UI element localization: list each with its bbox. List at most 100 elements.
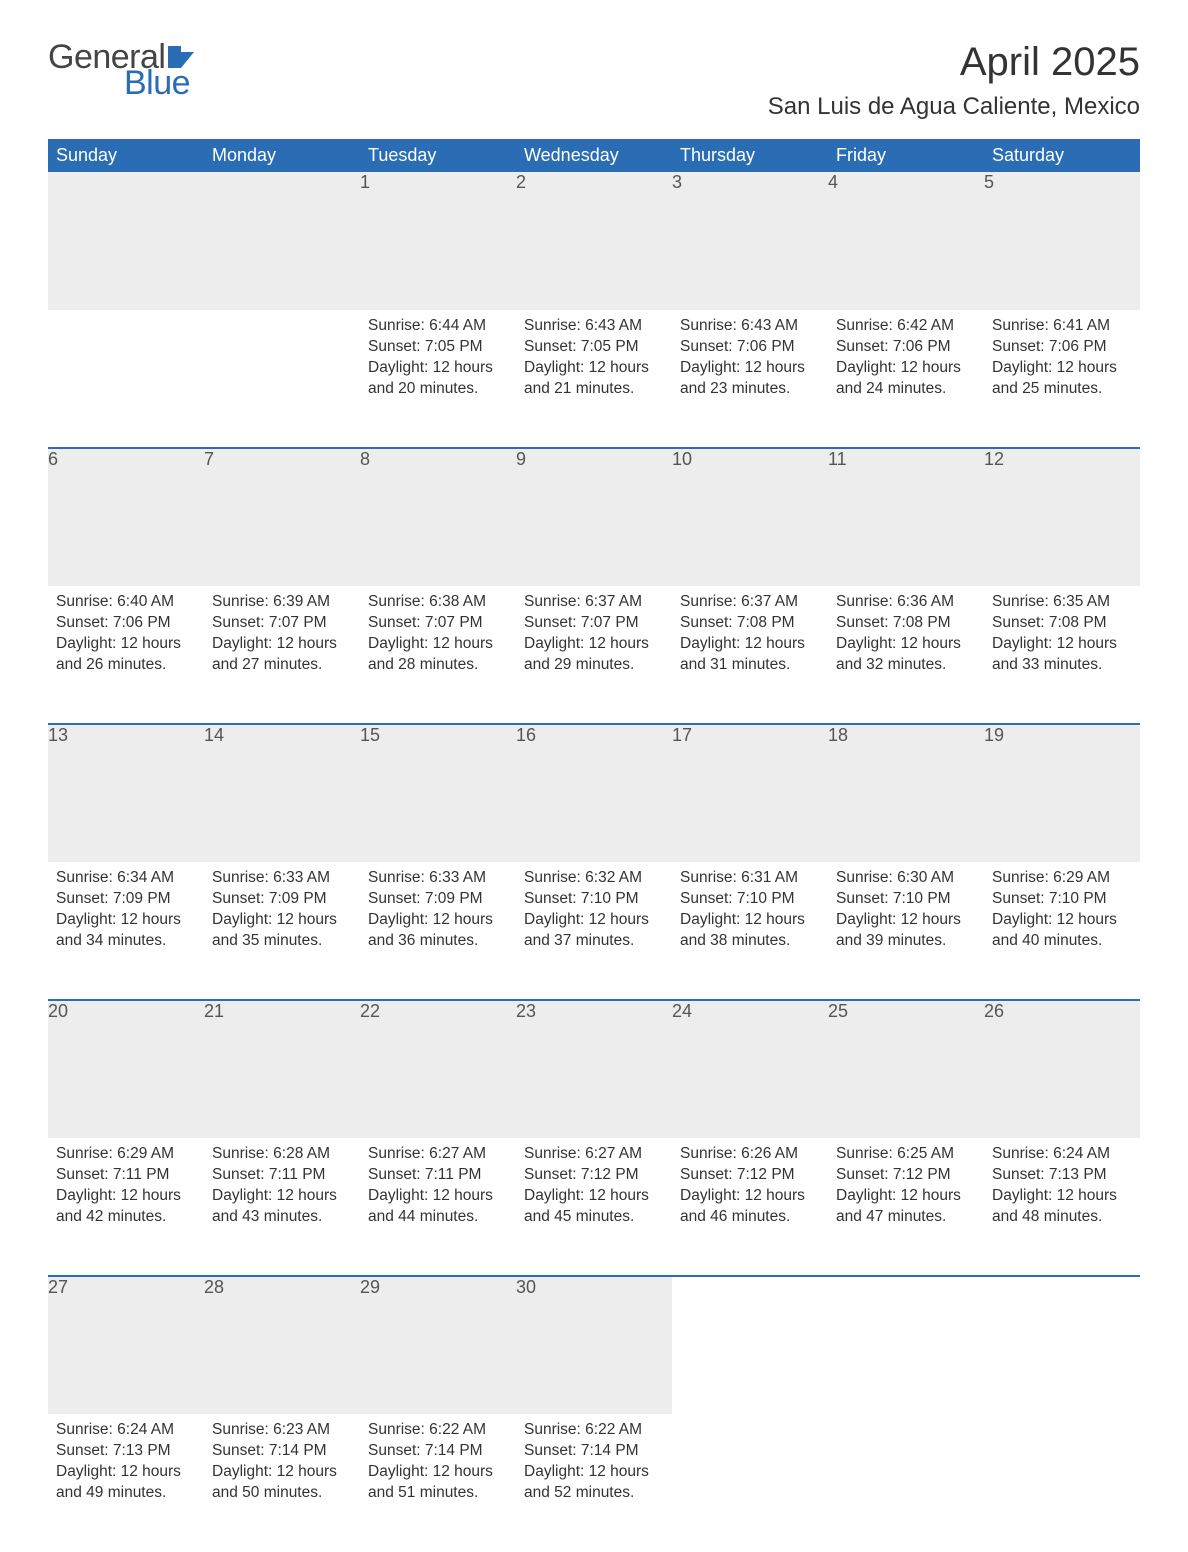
location-subtitle: San Luis de Agua Caliente, Mexico [768, 93, 1140, 121]
day-details: Sunrise: 6:40 AMSunset: 7:06 PMDaylight:… [48, 586, 204, 680]
logo: General Blue [48, 40, 194, 100]
sunrise-line: Sunrise: 6:35 AM [992, 592, 1132, 613]
sunset-line: Sunset: 7:06 PM [836, 337, 976, 358]
sunrise-line: Sunrise: 6:33 AM [368, 868, 508, 889]
day-details: Sunrise: 6:23 AMSunset: 7:14 PMDaylight:… [204, 1414, 360, 1508]
daylight-line: Daylight: 12 hours and 51 minutes. [368, 1462, 508, 1504]
daylight-line: Daylight: 12 hours and 33 minutes. [992, 634, 1132, 676]
daylight-line: Daylight: 12 hours and 39 minutes. [836, 910, 976, 952]
sunset-line: Sunset: 7:09 PM [212, 889, 352, 910]
sunrise-line: Sunrise: 6:28 AM [212, 1144, 352, 1165]
weekday-header: Friday [828, 139, 984, 172]
day-cell: Sunrise: 6:27 AMSunset: 7:11 PMDaylight:… [360, 1138, 516, 1276]
weekday-header: Tuesday [360, 139, 516, 172]
sunset-line: Sunset: 7:07 PM [212, 613, 352, 634]
day-details: Sunrise: 6:26 AMSunset: 7:12 PMDaylight:… [672, 1138, 828, 1232]
weekday-header: Monday [204, 139, 360, 172]
daylight-line: Daylight: 12 hours and 28 minutes. [368, 634, 508, 676]
day-details: Sunrise: 6:43 AMSunset: 7:05 PMDaylight:… [516, 310, 672, 404]
day-number: 14 [204, 724, 360, 862]
day-number: 24 [672, 1000, 828, 1138]
sunset-line: Sunset: 7:12 PM [836, 1165, 976, 1186]
day-cell: Sunrise: 6:32 AMSunset: 7:10 PMDaylight:… [516, 862, 672, 1000]
day-number: 7 [204, 448, 360, 586]
sunset-line: Sunset: 7:08 PM [680, 613, 820, 634]
month-title: April 2025 [768, 40, 1140, 85]
sunrise-line: Sunrise: 6:27 AM [368, 1144, 508, 1165]
daylight-line: Daylight: 12 hours and 32 minutes. [836, 634, 976, 676]
day-details: Sunrise: 6:32 AMSunset: 7:10 PMDaylight:… [516, 862, 672, 956]
sunrise-line: Sunrise: 6:29 AM [56, 1144, 196, 1165]
sunset-line: Sunset: 7:10 PM [992, 889, 1132, 910]
sunrise-line: Sunrise: 6:36 AM [836, 592, 976, 613]
sunrise-line: Sunrise: 6:37 AM [680, 592, 820, 613]
empty-day-cell [48, 310, 204, 448]
day-cell: Sunrise: 6:34 AMSunset: 7:09 PMDaylight:… [48, 862, 204, 1000]
day-details: Sunrise: 6:41 AMSunset: 7:06 PMDaylight:… [984, 310, 1140, 404]
sunrise-line: Sunrise: 6:30 AM [836, 868, 976, 889]
empty-day-number [672, 1276, 828, 1414]
weekday-header-row: SundayMondayTuesdayWednesdayThursdayFrid… [48, 139, 1140, 172]
day-number: 2 [516, 172, 672, 310]
day-number: 27 [48, 1276, 204, 1414]
sunset-line: Sunset: 7:12 PM [680, 1165, 820, 1186]
sunrise-line: Sunrise: 6:44 AM [368, 316, 508, 337]
weekday-header: Thursday [672, 139, 828, 172]
day-number-row: 13141516171819 [48, 724, 1140, 862]
day-number: 21 [204, 1000, 360, 1138]
sunset-line: Sunset: 7:11 PM [212, 1165, 352, 1186]
daylight-line: Daylight: 12 hours and 38 minutes. [680, 910, 820, 952]
day-cell: Sunrise: 6:36 AMSunset: 7:08 PMDaylight:… [828, 586, 984, 724]
day-cell: Sunrise: 6:23 AMSunset: 7:14 PMDaylight:… [204, 1414, 360, 1552]
daylight-line: Daylight: 12 hours and 36 minutes. [368, 910, 508, 952]
sunset-line: Sunset: 7:06 PM [56, 613, 196, 634]
day-number: 29 [360, 1276, 516, 1414]
day-cell: Sunrise: 6:30 AMSunset: 7:10 PMDaylight:… [828, 862, 984, 1000]
sunrise-line: Sunrise: 6:41 AM [992, 316, 1132, 337]
day-details: Sunrise: 6:31 AMSunset: 7:10 PMDaylight:… [672, 862, 828, 956]
day-details: Sunrise: 6:24 AMSunset: 7:13 PMDaylight:… [984, 1138, 1140, 1232]
day-details: Sunrise: 6:27 AMSunset: 7:11 PMDaylight:… [360, 1138, 516, 1232]
day-details: Sunrise: 6:28 AMSunset: 7:11 PMDaylight:… [204, 1138, 360, 1232]
daylight-line: Daylight: 12 hours and 21 minutes. [524, 358, 664, 400]
daylight-line: Daylight: 12 hours and 43 minutes. [212, 1186, 352, 1228]
day-details: Sunrise: 6:22 AMSunset: 7:14 PMDaylight:… [360, 1414, 516, 1508]
day-cell: Sunrise: 6:42 AMSunset: 7:06 PMDaylight:… [828, 310, 984, 448]
day-content-row: Sunrise: 6:29 AMSunset: 7:11 PMDaylight:… [48, 1138, 1140, 1276]
day-details: Sunrise: 6:22 AMSunset: 7:14 PMDaylight:… [516, 1414, 672, 1508]
day-details: Sunrise: 6:38 AMSunset: 7:07 PMDaylight:… [360, 586, 516, 680]
day-cell: Sunrise: 6:43 AMSunset: 7:05 PMDaylight:… [516, 310, 672, 448]
daylight-line: Daylight: 12 hours and 45 minutes. [524, 1186, 664, 1228]
title-block: April 2025 San Luis de Agua Caliente, Me… [768, 40, 1140, 121]
day-cell: Sunrise: 6:33 AMSunset: 7:09 PMDaylight:… [204, 862, 360, 1000]
sunrise-line: Sunrise: 6:32 AM [524, 868, 664, 889]
day-details: Sunrise: 6:35 AMSunset: 7:08 PMDaylight:… [984, 586, 1140, 680]
sunset-line: Sunset: 7:10 PM [680, 889, 820, 910]
day-number: 30 [516, 1276, 672, 1414]
day-details: Sunrise: 6:43 AMSunset: 7:06 PMDaylight:… [672, 310, 828, 404]
sunset-line: Sunset: 7:07 PM [368, 613, 508, 634]
empty-day-number [984, 1276, 1140, 1414]
day-number: 8 [360, 448, 516, 586]
empty-day-number [828, 1276, 984, 1414]
day-details: Sunrise: 6:37 AMSunset: 7:07 PMDaylight:… [516, 586, 672, 680]
sunrise-line: Sunrise: 6:22 AM [524, 1420, 664, 1441]
daylight-line: Daylight: 12 hours and 31 minutes. [680, 634, 820, 676]
day-number: 25 [828, 1000, 984, 1138]
sunrise-line: Sunrise: 6:27 AM [524, 1144, 664, 1165]
day-details: Sunrise: 6:34 AMSunset: 7:09 PMDaylight:… [48, 862, 204, 956]
sunrise-line: Sunrise: 6:37 AM [524, 592, 664, 613]
day-cell: Sunrise: 6:27 AMSunset: 7:12 PMDaylight:… [516, 1138, 672, 1276]
day-cell: Sunrise: 6:26 AMSunset: 7:12 PMDaylight:… [672, 1138, 828, 1276]
day-details: Sunrise: 6:27 AMSunset: 7:12 PMDaylight:… [516, 1138, 672, 1232]
page-header: General Blue April 2025 San Luis de Agua… [48, 40, 1140, 121]
day-number: 26 [984, 1000, 1140, 1138]
calendar-table: SundayMondayTuesdayWednesdayThursdayFrid… [48, 139, 1140, 1552]
sunrise-line: Sunrise: 6:42 AM [836, 316, 976, 337]
day-cell: Sunrise: 6:41 AMSunset: 7:06 PMDaylight:… [984, 310, 1140, 448]
day-number: 9 [516, 448, 672, 586]
day-cell: Sunrise: 6:44 AMSunset: 7:05 PMDaylight:… [360, 310, 516, 448]
day-content-row: Sunrise: 6:34 AMSunset: 7:09 PMDaylight:… [48, 862, 1140, 1000]
daylight-line: Daylight: 12 hours and 29 minutes. [524, 634, 664, 676]
weekday-header: Saturday [984, 139, 1140, 172]
